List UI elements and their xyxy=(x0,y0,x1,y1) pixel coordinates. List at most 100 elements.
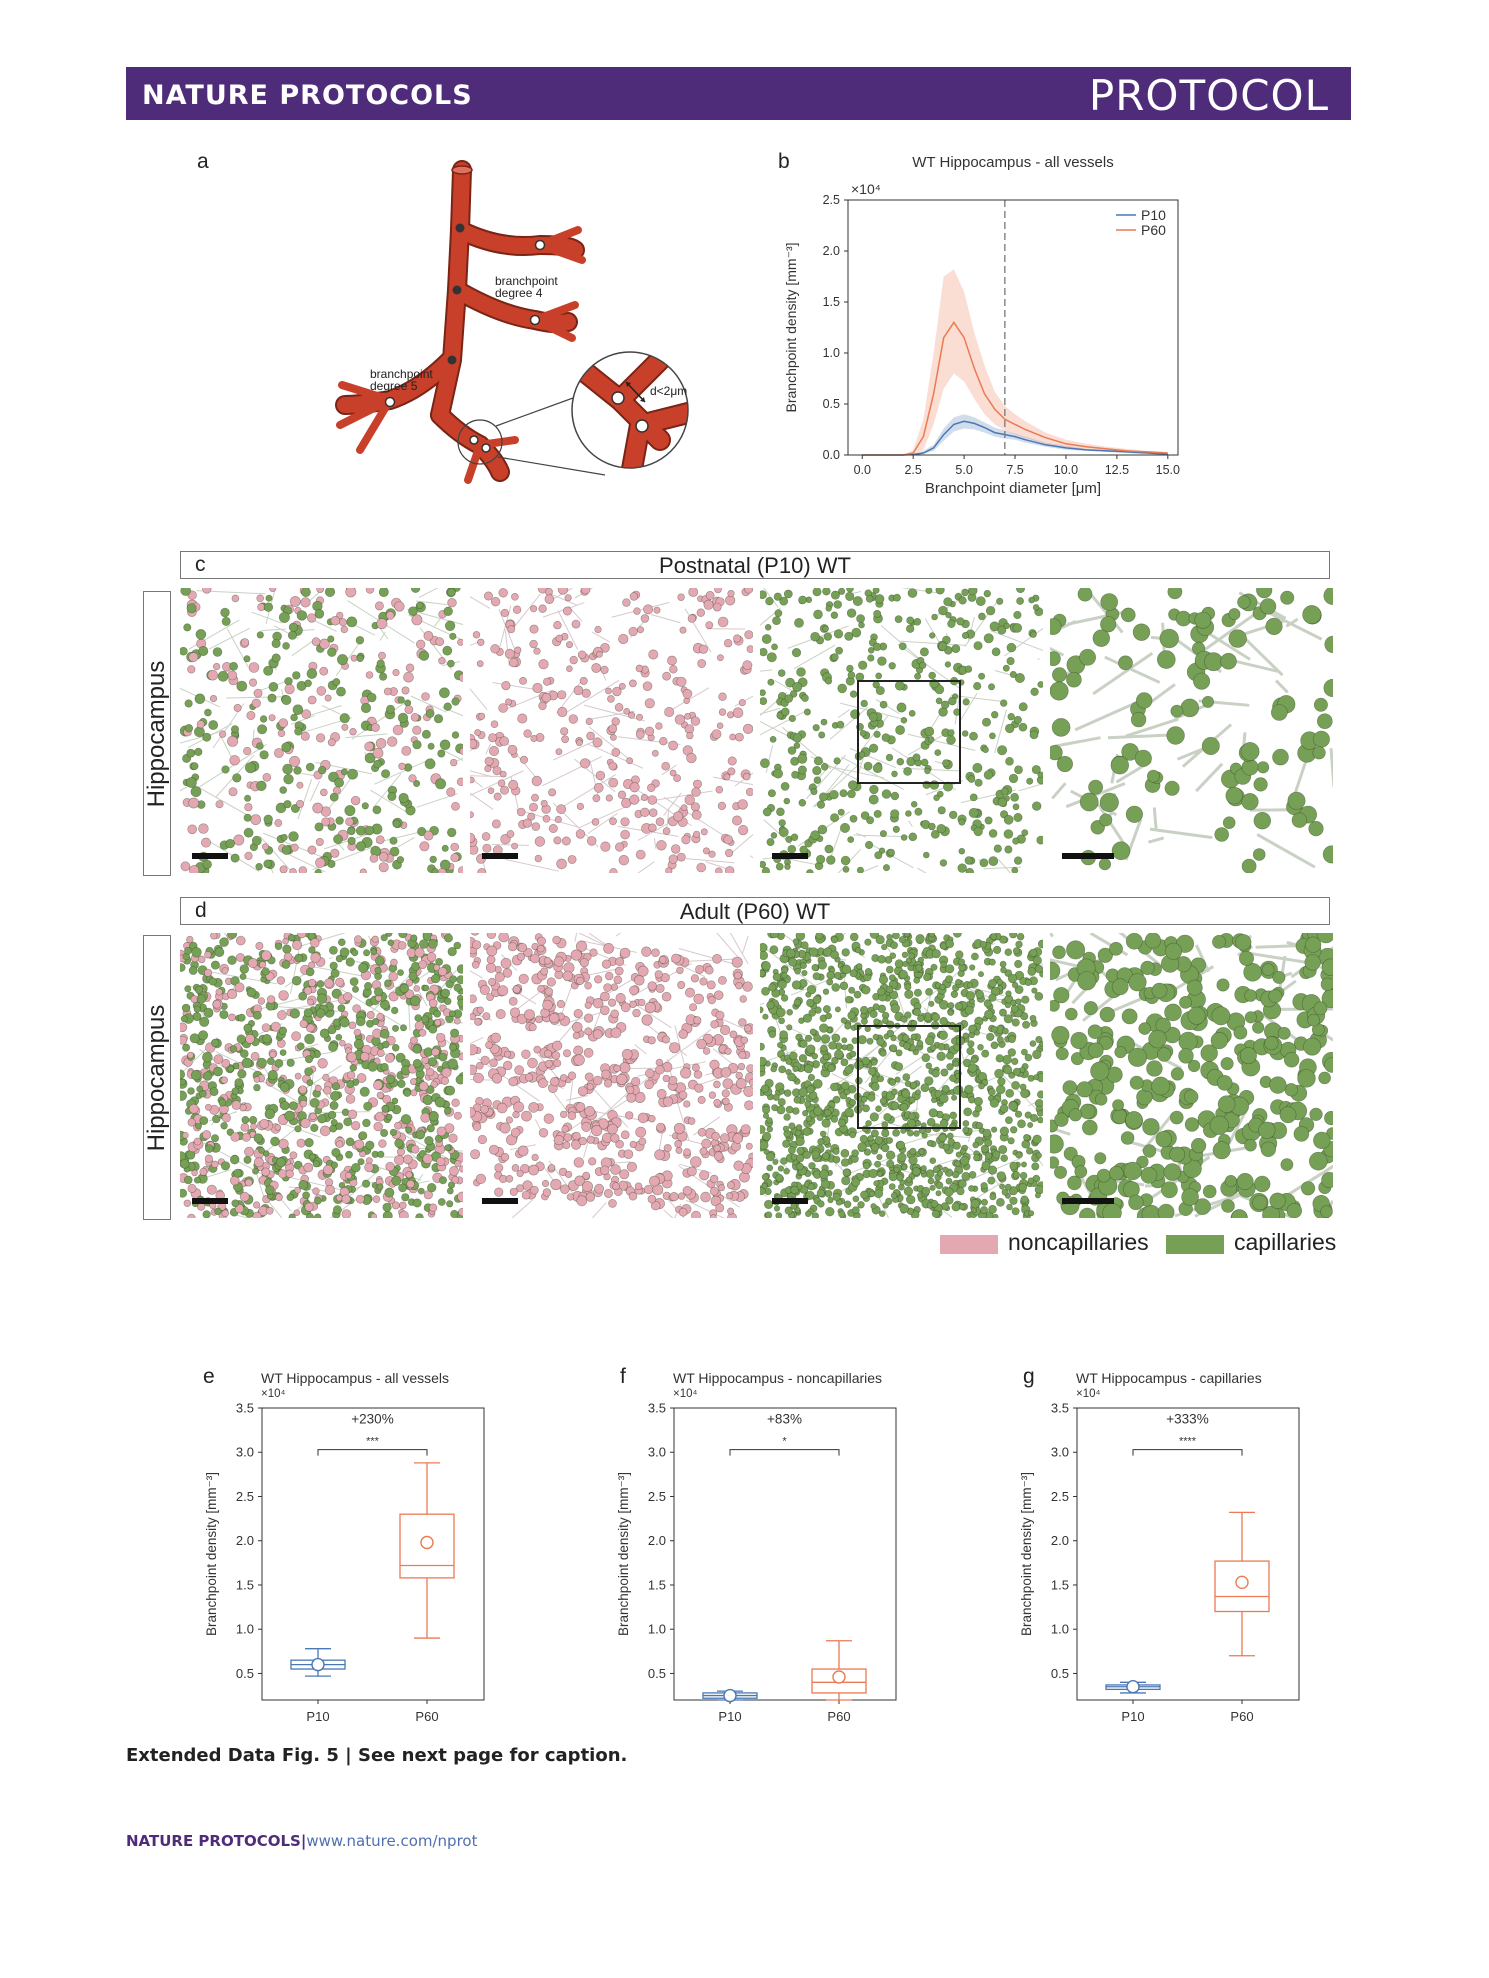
branchpoint-marker xyxy=(897,1152,907,1163)
branchpoint-marker xyxy=(244,794,252,802)
branchpoint-marker xyxy=(733,971,742,980)
vessel-segment xyxy=(1092,651,1154,696)
vessel-segment xyxy=(875,699,900,715)
branchpoint-marker xyxy=(763,1148,770,1155)
branchpoint-marker xyxy=(811,1150,820,1159)
branchpoint-marker xyxy=(446,1187,454,1195)
branchpoint-marker xyxy=(484,765,492,773)
branchpoint-marker xyxy=(500,608,509,618)
branchpoint-marker xyxy=(925,588,933,594)
panel-label-d: d xyxy=(195,899,207,922)
branchpoint-marker xyxy=(940,961,947,968)
branchpoint-marker xyxy=(1241,858,1257,873)
vessel-segment xyxy=(1065,782,1126,809)
branchpoint-marker xyxy=(184,699,193,708)
branchpoint-marker xyxy=(375,835,385,845)
branchpoint-marker xyxy=(304,1202,314,1212)
branchpoint-marker xyxy=(234,1204,245,1214)
branchpoint-marker xyxy=(877,954,886,964)
branchpoint-marker xyxy=(992,1150,1001,1159)
branchpoint-marker xyxy=(743,723,753,734)
vessel-segment xyxy=(345,733,388,739)
branchpoint-marker xyxy=(648,808,658,817)
branchpoint-marker xyxy=(760,950,769,961)
branchpoint-marker xyxy=(201,1130,212,1140)
branchpoint-marker xyxy=(282,937,289,945)
branchpoint-marker xyxy=(812,995,822,1005)
branchpoint-marker xyxy=(634,974,645,986)
branchpoint-marker xyxy=(1214,827,1229,842)
branchpoint-marker xyxy=(302,1191,310,1200)
row-label-box-d: Hippocampus xyxy=(143,935,171,1220)
branchpoint-marker xyxy=(697,659,707,668)
branchpoint-marker xyxy=(503,1050,512,1058)
branchpoint-marker xyxy=(248,1116,258,1125)
branchpoint-marker xyxy=(946,1132,954,1140)
branchpoint-marker xyxy=(676,852,686,862)
branchpoint-marker xyxy=(499,1122,511,1134)
branchpoint-marker xyxy=(864,840,874,850)
branchpoint-marker xyxy=(984,1009,994,1020)
branchpoint-marker xyxy=(629,794,640,805)
branchpoint-marker xyxy=(840,822,851,833)
branchpoint-marker xyxy=(905,810,912,817)
branchpoint-marker xyxy=(508,1076,519,1087)
branchpoint-marker xyxy=(319,1125,331,1137)
vessel-segment xyxy=(441,969,457,988)
vessel-segment xyxy=(841,933,846,938)
branchpoint-marker xyxy=(447,597,457,608)
branchpoint-marker xyxy=(314,868,322,873)
branchpoint-marker xyxy=(586,1083,594,1091)
branchpoint-marker xyxy=(431,974,441,984)
branchpoint-marker xyxy=(988,683,996,691)
branchpoint-marker xyxy=(457,638,463,646)
vessel-segment xyxy=(678,948,733,964)
branchpoint-marker xyxy=(1302,605,1322,625)
branchpoint-marker xyxy=(595,770,606,781)
branchpoint-marker xyxy=(1110,756,1130,775)
branchpoint-marker xyxy=(873,730,881,738)
vessel-segment xyxy=(1148,836,1165,844)
vessel-segment xyxy=(826,765,885,779)
branchpoint-marker xyxy=(487,787,495,794)
branchpoint-marker xyxy=(566,665,573,672)
branchpoint-marker xyxy=(410,934,418,942)
branchpoint-marker xyxy=(491,1073,503,1084)
branchpoint-marker xyxy=(785,677,795,688)
branchpoint-marker xyxy=(489,1058,498,1068)
branchpoint-marker xyxy=(611,747,621,757)
branchpoint-marker xyxy=(314,608,325,619)
branchpoint-marker xyxy=(709,1186,719,1196)
branchpoint-marker xyxy=(290,843,299,852)
vessel-segment xyxy=(994,709,1007,754)
branchpoint-marker xyxy=(1016,597,1024,605)
branchpoint-marker xyxy=(229,1045,238,1053)
branchpoint-marker xyxy=(1018,702,1028,712)
branchpoint-marker xyxy=(765,596,774,606)
branchpoint-marker xyxy=(997,625,1007,635)
branchpoint-marker xyxy=(698,644,708,654)
branchpoint-marker xyxy=(783,589,793,599)
branchpoint-marker xyxy=(335,1194,343,1202)
vessel-segment xyxy=(612,1161,631,1164)
vessel-segment xyxy=(259,835,294,873)
branchpoint-marker xyxy=(844,1022,852,1030)
branchpoint-marker xyxy=(888,1172,898,1182)
branchpoint-marker xyxy=(723,834,733,845)
branchpoint-marker xyxy=(370,1213,378,1218)
branchpoint-marker xyxy=(422,1153,433,1164)
branchpoint-marker xyxy=(874,1160,882,1168)
branchpoint-marker xyxy=(914,672,922,680)
branchpoint-marker xyxy=(376,1012,384,1021)
branchpoint-marker xyxy=(995,1084,1006,1095)
branchpoint-marker xyxy=(948,696,957,706)
branchpoint-marker xyxy=(996,597,1004,605)
branchpoint-marker xyxy=(329,792,339,802)
branchpoint-marker xyxy=(458,1207,463,1217)
vessel-segment xyxy=(583,704,645,722)
branchpoint-marker xyxy=(382,1202,392,1212)
branchpoint-marker xyxy=(813,1106,823,1116)
branchpoint-marker xyxy=(744,630,753,640)
branchpoint-marker xyxy=(270,1136,280,1147)
branchpoint-marker xyxy=(805,1044,816,1054)
